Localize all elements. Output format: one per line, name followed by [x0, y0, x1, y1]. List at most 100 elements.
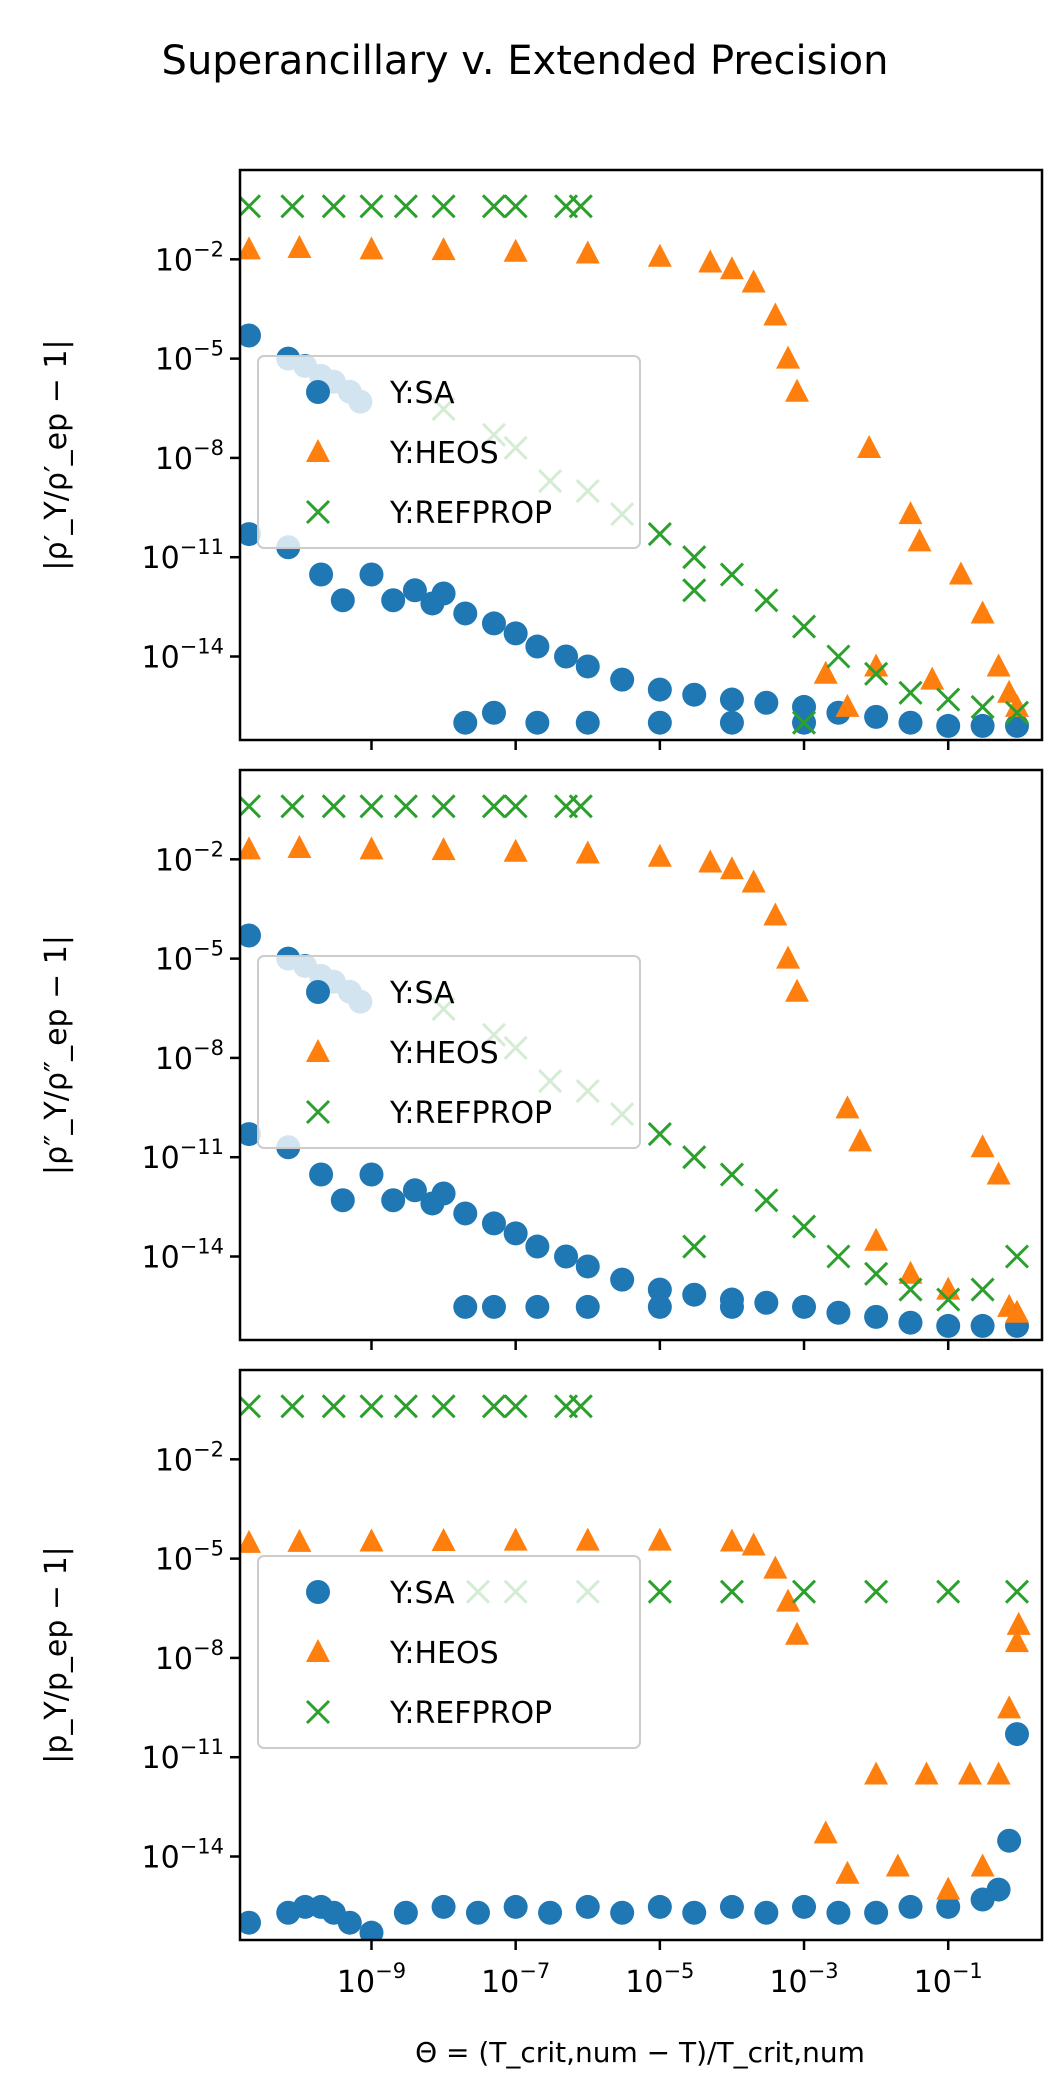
data-point — [1006, 1611, 1031, 1635]
data-point — [997, 1828, 1022, 1853]
data-point — [898, 1894, 923, 1919]
data-point — [503, 1894, 528, 1919]
data-point — [936, 1876, 961, 1900]
data-point — [481, 700, 506, 725]
data-point — [554, 1244, 579, 1269]
data-point — [359, 1920, 384, 1940]
data-point — [719, 1528, 744, 1552]
legend: Y:SA Y:HEOS Y:REFPROP — [257, 355, 641, 549]
data-point — [393, 1394, 418, 1419]
data-point — [754, 1900, 779, 1925]
data-point — [1004, 1579, 1030, 1604]
data-point — [785, 378, 810, 402]
y-tick-label: 10−14 — [141, 1234, 224, 1275]
data-point — [359, 836, 384, 860]
legend-marker-sa — [306, 1580, 330, 1604]
data-point — [826, 644, 851, 669]
data-point — [763, 1555, 788, 1579]
data-point — [785, 978, 810, 1002]
legend-label: Y:SA — [389, 376, 455, 411]
data-point — [936, 1287, 961, 1312]
y-tick-label: 10−2 — [155, 837, 224, 878]
data-point — [864, 1579, 889, 1604]
data-point — [381, 588, 406, 613]
data-point — [568, 194, 593, 219]
data-point — [997, 1695, 1022, 1719]
data-point — [970, 1853, 995, 1877]
legend-marker-refprop — [305, 499, 331, 525]
data-point — [741, 869, 766, 893]
data-point — [481, 1394, 507, 1419]
data-point — [864, 704, 889, 729]
data-point — [525, 710, 550, 735]
data-point — [754, 588, 779, 613]
legend-marker-sa — [306, 380, 330, 404]
data-point — [554, 644, 579, 669]
plot-area — [240, 1394, 1031, 1940]
data-point — [402, 578, 427, 603]
data-point — [393, 794, 418, 819]
data-point — [898, 1310, 923, 1335]
data-point — [575, 1254, 600, 1279]
data-point — [970, 600, 995, 624]
data-point — [647, 1294, 672, 1319]
data-point — [309, 1162, 334, 1187]
data-point — [525, 1294, 550, 1319]
y-tick-label: 10−5 — [155, 1537, 224, 1578]
data-point — [503, 794, 528, 819]
y-tick-label: 10−5 — [155, 337, 224, 378]
data-point — [240, 836, 262, 860]
data-point — [240, 1122, 262, 1147]
legend-label: Y:SA — [389, 976, 455, 1011]
data-point — [647, 843, 672, 867]
data-point — [503, 621, 528, 646]
data-point — [719, 710, 744, 735]
data-point — [754, 1290, 779, 1315]
series-sa — [240, 1722, 1029, 1940]
data-point — [647, 677, 672, 702]
data-point — [785, 1621, 810, 1645]
data-point — [525, 634, 550, 659]
panel-3: 10−2 10−5 10−8 10−11 10−14 10−9 10−7 10−5 10−3 10… — [39, 1368, 1044, 2000]
data-point — [240, 794, 262, 819]
data-point — [754, 690, 779, 715]
data-point — [792, 1294, 817, 1319]
data-point — [776, 945, 801, 969]
data-point — [359, 194, 384, 219]
data-point — [986, 653, 1011, 677]
data-point — [1004, 1244, 1030, 1269]
data-point — [240, 323, 262, 348]
axes-frame — [238, 768, 1044, 1342]
data-point — [568, 1394, 593, 1419]
axes-frame — [238, 168, 1044, 742]
y-tick-label: 10−14 — [141, 1834, 224, 1875]
data-point — [393, 194, 418, 219]
data-point — [503, 238, 528, 262]
data-point — [936, 1579, 961, 1604]
x-tick-label: 10−5 — [625, 1959, 694, 2000]
data-point — [431, 1394, 456, 1419]
data-point — [741, 269, 766, 293]
data-point — [402, 1178, 427, 1203]
data-point — [848, 1128, 873, 1152]
data-point — [431, 581, 456, 606]
data-point — [575, 240, 600, 264]
data-point — [948, 561, 973, 585]
data-point — [359, 236, 384, 260]
x-tick-label: 10−9 — [337, 1959, 406, 2000]
data-point — [682, 1145, 707, 1170]
data-point — [719, 1579, 744, 1604]
data-point — [321, 794, 346, 819]
data-point — [647, 1277, 672, 1302]
data-point — [240, 1529, 262, 1553]
legend-label: Y:HEOS — [389, 1036, 499, 1071]
data-point — [240, 236, 262, 260]
data-point — [359, 1162, 384, 1187]
data-point — [481, 1294, 506, 1319]
data-point — [240, 923, 262, 948]
legend-marker-heos — [306, 1039, 330, 1062]
data-point — [503, 1221, 528, 1246]
data-point — [1005, 1629, 1029, 1653]
panel-1: 10−2 10−5 10−8 10−11 10−14 |ρ′_Y/ρ′_ep − 1| Y:… — [39, 168, 1044, 750]
